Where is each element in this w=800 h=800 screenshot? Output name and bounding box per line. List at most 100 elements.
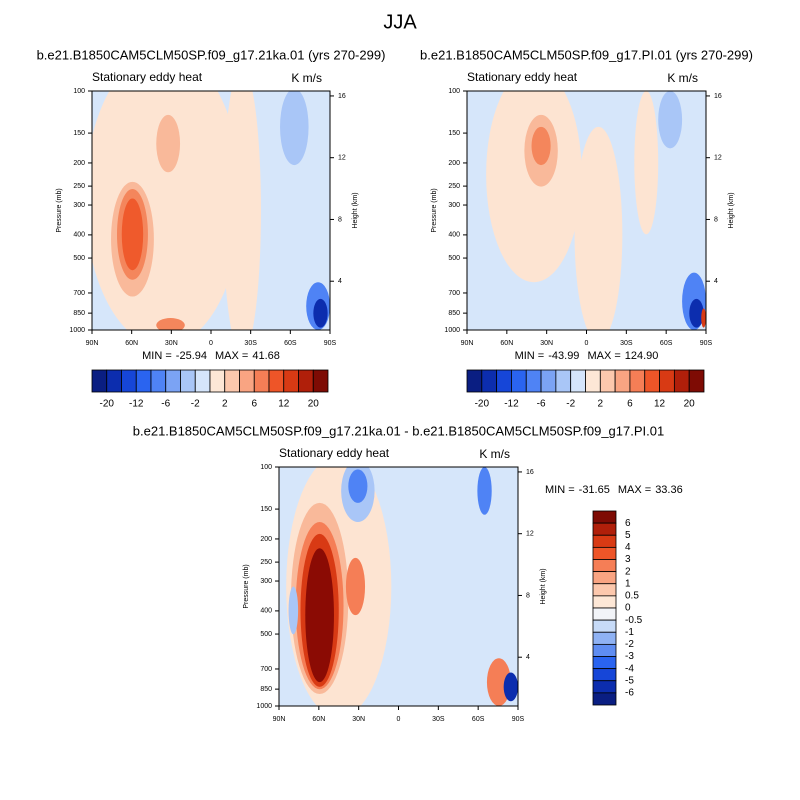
colorbar-label: -5	[625, 675, 634, 686]
stat-label: MIN =	[545, 484, 575, 496]
colorbar-box	[614, 369, 631, 393]
y-tick-label: 150	[448, 130, 460, 137]
colorbar-label: 6	[627, 399, 633, 410]
field-shape	[574, 126, 623, 330]
field-shape	[477, 467, 492, 515]
colorbar-box	[592, 559, 617, 573]
y-tick-label: 700	[260, 666, 272, 673]
y-tick-label: 400	[73, 232, 85, 239]
y-tick-label: 1000	[256, 703, 272, 710]
colorbar-box	[592, 692, 617, 706]
y2-tick-label: 16	[714, 93, 722, 100]
colorbar-label: -6	[161, 399, 170, 410]
y2-tick-label: 16	[526, 469, 534, 476]
colorbar-box	[150, 369, 167, 393]
colorbar-box	[659, 369, 675, 393]
x-tick-label: 60N	[500, 340, 513, 347]
y2-tick-label: 4	[338, 278, 342, 285]
colorbar-label: -4	[625, 663, 634, 674]
colorbar-box	[253, 369, 270, 393]
field-shape	[280, 91, 309, 166]
colorbar-label: -6	[537, 399, 546, 410]
colorbar-box	[592, 607, 617, 621]
field-shape	[288, 586, 299, 635]
colorbar-box	[224, 369, 240, 393]
field-shape	[92, 91, 242, 330]
y-tick-label: 500	[73, 255, 85, 262]
colorbar-box	[592, 643, 617, 657]
colorbar-label: -2	[191, 399, 200, 410]
panel-title: b.e21.B1850CAM5CLM50SP.f09_g17.21ka.01 -…	[133, 423, 664, 438]
colorbar-label: -1	[625, 627, 634, 638]
colorbar-label: 2	[598, 399, 604, 410]
stat-label: MAX =	[215, 350, 248, 362]
y2-tick-label: 4	[526, 654, 530, 661]
stat-label: MAX =	[587, 350, 620, 362]
y-tick-label: 700	[448, 290, 460, 297]
y-tick-label: 300	[73, 202, 85, 209]
colorbar-box	[592, 631, 617, 645]
colorbar-box	[511, 369, 527, 393]
x-tick-label: 0	[397, 716, 401, 723]
colorbar-label: 0	[625, 603, 631, 614]
field-shape	[486, 91, 582, 283]
y2-tick-label: 8	[714, 216, 718, 223]
x-tick-label: 60N	[125, 340, 138, 347]
y-tick-label: 300	[260, 578, 272, 585]
colorbar-label: 20	[684, 399, 696, 410]
x-tick-label: 0	[209, 340, 213, 347]
colorbar-box	[312, 369, 329, 393]
field-shape	[658, 91, 683, 149]
colorbar-label: -20	[475, 399, 490, 410]
colorbar-box	[481, 369, 498, 393]
colorbar-box	[592, 571, 617, 585]
stat-value: -43.99	[548, 350, 579, 362]
colorbar-box	[688, 369, 705, 393]
field-shape	[689, 298, 704, 328]
field-shape	[531, 126, 551, 166]
x-tick-label: 30N	[352, 716, 365, 723]
y2-axis-label: Height (km)	[540, 568, 547, 604]
colorbar-box	[540, 369, 557, 393]
colorbar-box	[180, 369, 196, 393]
y-tick-label: 700	[73, 290, 85, 297]
field	[467, 91, 706, 330]
stat-label: MAX =	[618, 484, 651, 496]
colorbar-label: 5	[625, 530, 631, 541]
stat-label: MIN =	[515, 350, 545, 362]
y2-tick-label: 8	[526, 592, 530, 599]
colorbar-label: 6	[251, 399, 257, 410]
colorbar-box	[268, 369, 285, 393]
y2-tick-label: 12	[714, 155, 722, 162]
colorbar-label: 1	[625, 578, 631, 589]
y2-axis-label: Height (km)	[352, 192, 359, 228]
panel-title: b.e21.B1850CAM5CLM50SP.f09_g17.PI.01 (yr…	[420, 47, 753, 62]
y-tick-label: 250	[448, 183, 460, 190]
colorbar-label: 20	[308, 399, 320, 410]
stats: MIN = -43.99 MAX = 124.90	[515, 350, 659, 362]
colorbar-box	[165, 369, 181, 393]
y2-tick-label: 12	[338, 155, 346, 162]
field-shape	[222, 91, 261, 330]
y2-tick-label: 4	[714, 278, 718, 285]
x-tick-label: 30N	[165, 340, 178, 347]
stats: MIN = -25.94 MAX = 41.68	[142, 350, 280, 362]
x-tick-label: 90S	[512, 716, 525, 723]
colorbar-label: 2	[625, 566, 631, 577]
x-tick-label: 60N	[312, 716, 325, 723]
colorbar-label: 12	[278, 399, 290, 410]
y-tick-label: 250	[73, 183, 85, 190]
figure-title: JJA	[383, 11, 417, 33]
colorbar-label: 12	[654, 399, 666, 410]
colorbar-box	[592, 522, 617, 536]
colorbar-box	[592, 619, 617, 633]
y-axis-label: Pressure (mb)	[56, 188, 63, 232]
y-tick-label: 300	[448, 202, 460, 209]
colorbar-box	[570, 369, 586, 393]
stat-value: -25.94	[176, 350, 207, 362]
x-tick-label: 90S	[324, 340, 337, 347]
y-tick-label: 150	[73, 130, 85, 137]
colorbar-box	[585, 369, 601, 393]
field-shape	[121, 198, 144, 271]
field-shape	[156, 318, 185, 330]
